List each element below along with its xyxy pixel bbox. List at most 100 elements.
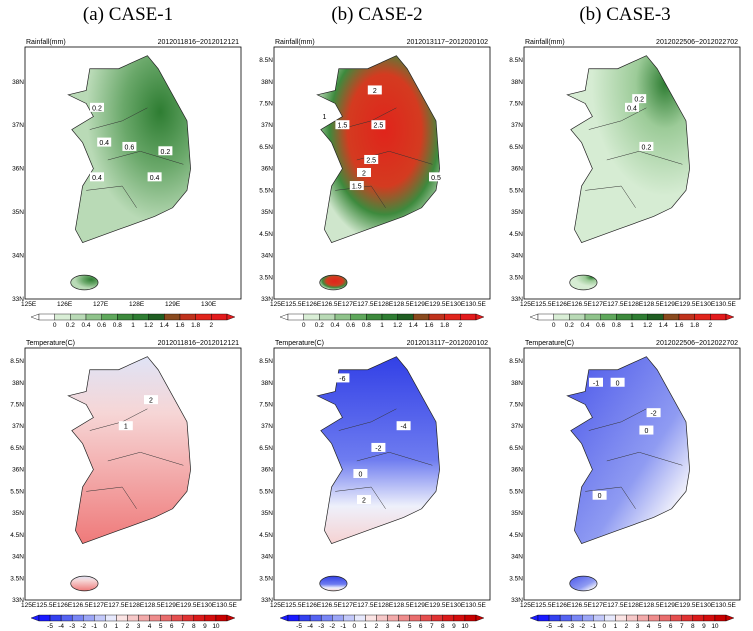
- period-label: 2012022506~2012022702: [656, 340, 738, 347]
- province-border: [335, 408, 433, 509]
- y-tick-label: 33N: [12, 597, 24, 604]
- x-tick-label: 125E: [21, 602, 37, 609]
- colorbar-box: [49, 614, 62, 622]
- y-tick-label: 6.5N: [10, 445, 24, 452]
- x-tick-label: 127.5E: [607, 602, 628, 609]
- colorbar-box: [464, 614, 477, 622]
- x-tick-label: 129E: [165, 602, 181, 609]
- y-tick-label: 36N: [261, 166, 273, 173]
- contour-label: 2: [373, 88, 377, 95]
- colorbar-box: [70, 313, 87, 321]
- variable-label: Temperature(C): [26, 340, 75, 347]
- y-tick-label: 3.5N: [509, 274, 523, 281]
- colorbar-box: [710, 313, 727, 321]
- colorbar-label: -2: [329, 623, 335, 630]
- x-tick-label: 130E: [450, 301, 466, 308]
- x-tick-label: 128E: [628, 602, 644, 609]
- contour-label: 0: [358, 472, 362, 479]
- x-tick-label: 125E: [520, 602, 536, 609]
- y-tick-label: 38N: [261, 380, 273, 387]
- contour-label-bg: [625, 102, 639, 112]
- colorbar-label: 2: [459, 322, 463, 329]
- x-tick-label: 125.5E: [535, 301, 556, 308]
- contour-label-bg: [646, 408, 661, 418]
- y-tick-label: 7.5N: [509, 100, 523, 107]
- colorbar-box: [71, 614, 84, 622]
- colorbar-label: 0: [104, 623, 108, 630]
- x-tick-label: 130.5E: [216, 602, 237, 609]
- colorbar-box: [387, 614, 399, 622]
- y-tick-label: 34N: [261, 253, 273, 260]
- colorbar-label: 6: [419, 623, 423, 630]
- variable-label: Temperature(C): [275, 340, 324, 347]
- contour-label: 0: [616, 380, 620, 387]
- colorbar-end: [226, 313, 236, 321]
- contour-label-bg: [349, 181, 364, 191]
- colorbar-label: 2: [126, 623, 130, 630]
- x-tick-label: 125.5E: [285, 602, 306, 609]
- contour-label: -2: [650, 411, 656, 418]
- column-title: (b) CASE-3: [579, 4, 670, 25]
- x-tick-label: 126E: [556, 301, 572, 308]
- colorbar-box: [548, 614, 561, 622]
- colorbar-box: [350, 313, 367, 321]
- colorbar-box: [171, 614, 183, 622]
- y-tick-label: 7.5N: [259, 100, 273, 107]
- colorbar-box: [714, 614, 727, 622]
- y-tick-label: 37N: [511, 122, 523, 129]
- y-tick-label: 33N: [511, 597, 523, 604]
- y-tick-label: 34N: [511, 554, 523, 561]
- colorbar-box: [149, 614, 161, 622]
- y-tick-label: 33N: [261, 296, 273, 303]
- x-tick-label: 129E: [664, 602, 680, 609]
- colorbar-label: -3: [69, 623, 75, 630]
- contour-label-bg: [97, 137, 112, 147]
- x-tick-label: 127E: [342, 602, 358, 609]
- contour-label-bg: [632, 94, 647, 104]
- contour-label-bg: [317, 111, 332, 121]
- colorbar-label: -4: [58, 623, 64, 630]
- contour-label: 0.2: [634, 97, 644, 104]
- x-tick-label: 128.5E: [393, 301, 414, 308]
- colorbar-box: [376, 614, 388, 622]
- x-tick-label: 128.5E: [144, 602, 165, 609]
- colorbar-box: [615, 614, 627, 622]
- period-label: 2012013117~2012020102: [407, 39, 489, 46]
- colorbar-label: 7: [680, 623, 684, 630]
- colorbar-box: [365, 614, 377, 622]
- contour-label: 0.2: [642, 144, 652, 151]
- y-tick-label: 4.5N: [509, 231, 523, 238]
- colorbar-label: 1.2: [144, 322, 153, 329]
- colorbar-end: [725, 313, 735, 321]
- colorbar-box: [343, 614, 355, 622]
- y-tick-label: 7.5N: [509, 401, 523, 408]
- colorbar-box: [626, 614, 638, 622]
- x-tick-label: 130E: [201, 301, 217, 308]
- contour-label-bg: [639, 141, 654, 151]
- x-tick-label: 128E: [129, 301, 145, 308]
- colorbar-label: 0.4: [330, 322, 339, 329]
- x-tick-label: 127.5E: [357, 301, 378, 308]
- y-tick-label: 38N: [12, 79, 24, 86]
- y-tick-label: 3.5N: [509, 575, 523, 582]
- y-tick-label: 3.5N: [10, 575, 24, 582]
- colorbar-label: -5: [296, 623, 302, 630]
- colorbar-label: 5: [408, 623, 412, 630]
- colorbar-label: -1: [590, 623, 596, 630]
- colorbar-label: 0.2: [315, 322, 324, 329]
- contour-label: 2: [362, 498, 366, 505]
- colorbar-box: [60, 614, 73, 622]
- colorbar-label: 1.4: [160, 322, 169, 329]
- x-tick-label: 126.5E: [321, 301, 342, 308]
- colorbar-box: [319, 313, 336, 321]
- colorbar-label: 5: [159, 623, 163, 630]
- contour-label-bg: [429, 172, 443, 182]
- y-tick-label: 3.5N: [259, 575, 273, 582]
- contour-label: 0.6: [125, 144, 135, 151]
- x-tick-label: 128.5E: [643, 602, 664, 609]
- colorbar-label: 0.2: [66, 322, 75, 329]
- variable-label: Temperature(C): [525, 340, 574, 347]
- contour-label: -6: [339, 376, 345, 383]
